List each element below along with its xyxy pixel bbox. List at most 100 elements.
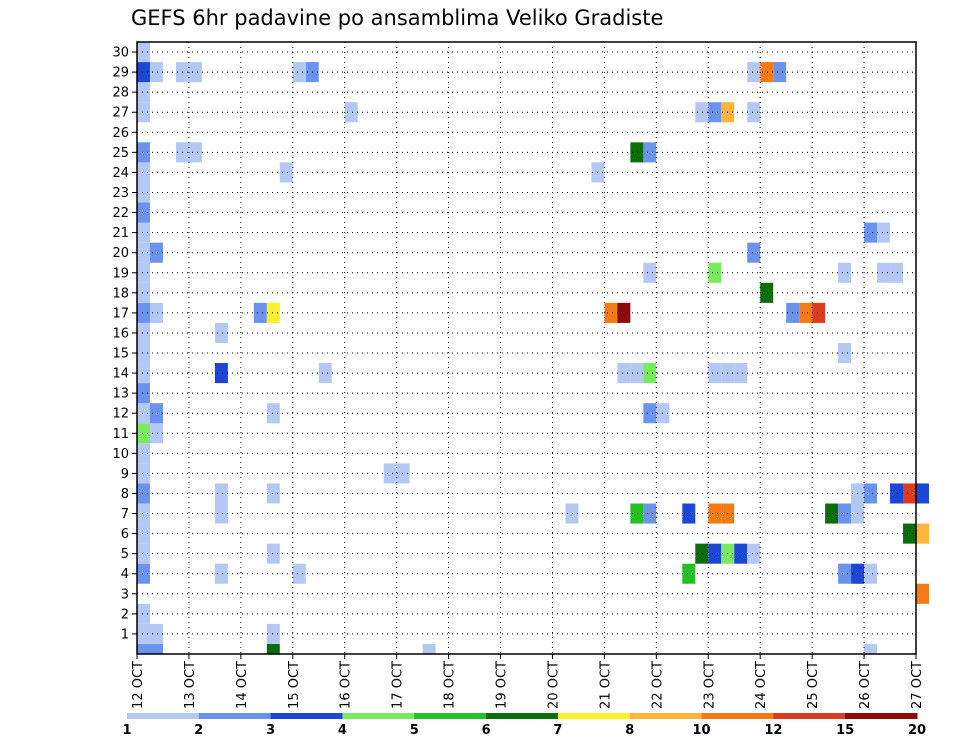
precip-cell — [630, 503, 644, 524]
precip-cell — [708, 543, 722, 564]
precip-cell — [864, 483, 878, 504]
colorbar: 1 2 3 4 5 6 7 8 10 12 15 20 — [122, 713, 926, 738]
x-tick-label: 18 OCT — [443, 661, 458, 709]
precip-cell — [318, 363, 332, 384]
colorbar-swatch — [270, 713, 343, 719]
colorbar-swatch — [845, 713, 918, 719]
precip-cell — [266, 643, 280, 654]
precip-cell — [760, 282, 774, 303]
precip-cell — [565, 503, 579, 524]
y-tick-label: 24 — [112, 166, 129, 181]
x-tick-label: 25 OCT — [806, 661, 821, 709]
colorbar-label: 5 — [410, 723, 419, 738]
chart-title: GEFS 6hr padavine po ansamblima Veliko G… — [131, 6, 663, 30]
precip-cell — [292, 563, 306, 584]
precip-cell — [396, 463, 410, 484]
precip-cell — [137, 142, 150, 163]
y-tick-label: 17 — [112, 306, 129, 321]
precip-cell — [137, 102, 150, 123]
x-tick-label: 22 OCT — [650, 661, 665, 709]
precip-cell — [137, 342, 150, 364]
precip-cell — [604, 302, 618, 323]
colorbar-swatch — [342, 713, 415, 719]
y-tick-label: 16 — [112, 326, 129, 341]
y-tick-label: 10 — [112, 447, 129, 462]
colorbar-label: 8 — [625, 723, 634, 738]
precip-cell — [864, 563, 878, 584]
precip-cell — [682, 503, 696, 524]
precip-cell — [188, 142, 202, 163]
precip-cell — [137, 603, 150, 624]
precip-cell — [825, 503, 839, 524]
y-tick-label: 13 — [112, 387, 129, 402]
precip-cell — [137, 403, 150, 424]
precip-cell — [643, 363, 657, 384]
precip-cell — [214, 563, 228, 584]
colorbar-swatch — [198, 713, 272, 719]
y-tick-label: 14 — [112, 367, 129, 382]
x-tick-label: 23 OCT — [702, 661, 717, 709]
precip-cell — [137, 563, 150, 584]
precip-cell — [643, 142, 657, 163]
colorbar-label: 4 — [338, 723, 347, 738]
precip-cell — [137, 222, 150, 243]
y-axis-ticks: 1234567891011121314151617181920212223242… — [112, 46, 137, 642]
precip-cell — [799, 302, 813, 323]
precip-cell — [838, 503, 852, 524]
colorbar-swatch — [701, 713, 774, 719]
y-tick-label: 27 — [112, 106, 129, 121]
precip-cell — [695, 543, 709, 564]
colorbar-swatch — [557, 713, 631, 719]
x-tick-label: 14 OCT — [235, 661, 250, 709]
x-tick-label: 13 OCT — [183, 661, 198, 709]
precip-cell — [890, 483, 904, 504]
precip-cell — [903, 523, 916, 544]
colorbar-label: 3 — [266, 723, 275, 738]
precip-cell — [630, 142, 644, 163]
precip-cell — [137, 643, 150, 654]
precip-cell — [864, 222, 878, 243]
precip-cell — [137, 202, 150, 223]
y-tick-label: 21 — [112, 226, 129, 241]
y-tick-label: 15 — [112, 347, 129, 362]
precip-cell — [747, 102, 761, 123]
precip-cell — [708, 102, 722, 123]
precip-cell — [773, 62, 787, 83]
y-tick-label: 18 — [112, 286, 129, 301]
precip-cell — [137, 262, 150, 283]
y-tick-label: 30 — [112, 46, 129, 61]
precip-cell — [747, 242, 761, 263]
colorbar-label: 12 — [764, 723, 782, 738]
precip-cell — [903, 483, 916, 504]
precip-cell — [137, 523, 150, 544]
precip-cell — [266, 543, 280, 564]
precip-cell — [137, 423, 150, 444]
colorbar-label: 10 — [693, 723, 711, 738]
precip-cell — [188, 62, 202, 83]
precip-cell — [279, 162, 293, 183]
x-tick-label: 17 OCT — [391, 661, 406, 709]
precip-cell — [149, 62, 163, 83]
y-tick-label: 19 — [112, 266, 129, 281]
precip-cell — [344, 102, 358, 123]
x-axis-ticks: 12 OCT 13 OCT 14 OCT 15 OCT 16 OCT 17 OCT 18 O… — [131, 654, 925, 709]
precip-cell — [137, 463, 150, 484]
plot-frame — [136, 41, 917, 655]
precip-cell — [149, 242, 163, 263]
precip-cell — [137, 82, 150, 103]
x-tick-label: 21 OCT — [598, 661, 613, 709]
colorbar-swatch — [773, 713, 846, 719]
colorbar-swatch — [127, 713, 200, 719]
precip-cell — [877, 222, 891, 243]
y-tick-label: 3 — [121, 587, 129, 602]
colorbar-label: 2 — [194, 723, 203, 738]
precip-cell — [137, 322, 150, 343]
y-tick-label: 5 — [121, 547, 129, 562]
precip-cell — [137, 443, 150, 464]
x-tick-label: 16 OCT — [339, 661, 354, 709]
precip-cell — [877, 262, 891, 283]
y-tick-label: 22 — [112, 206, 129, 221]
y-tick-label: 23 — [112, 186, 129, 201]
precip-cell — [708, 262, 722, 283]
precip-cell — [383, 463, 397, 484]
